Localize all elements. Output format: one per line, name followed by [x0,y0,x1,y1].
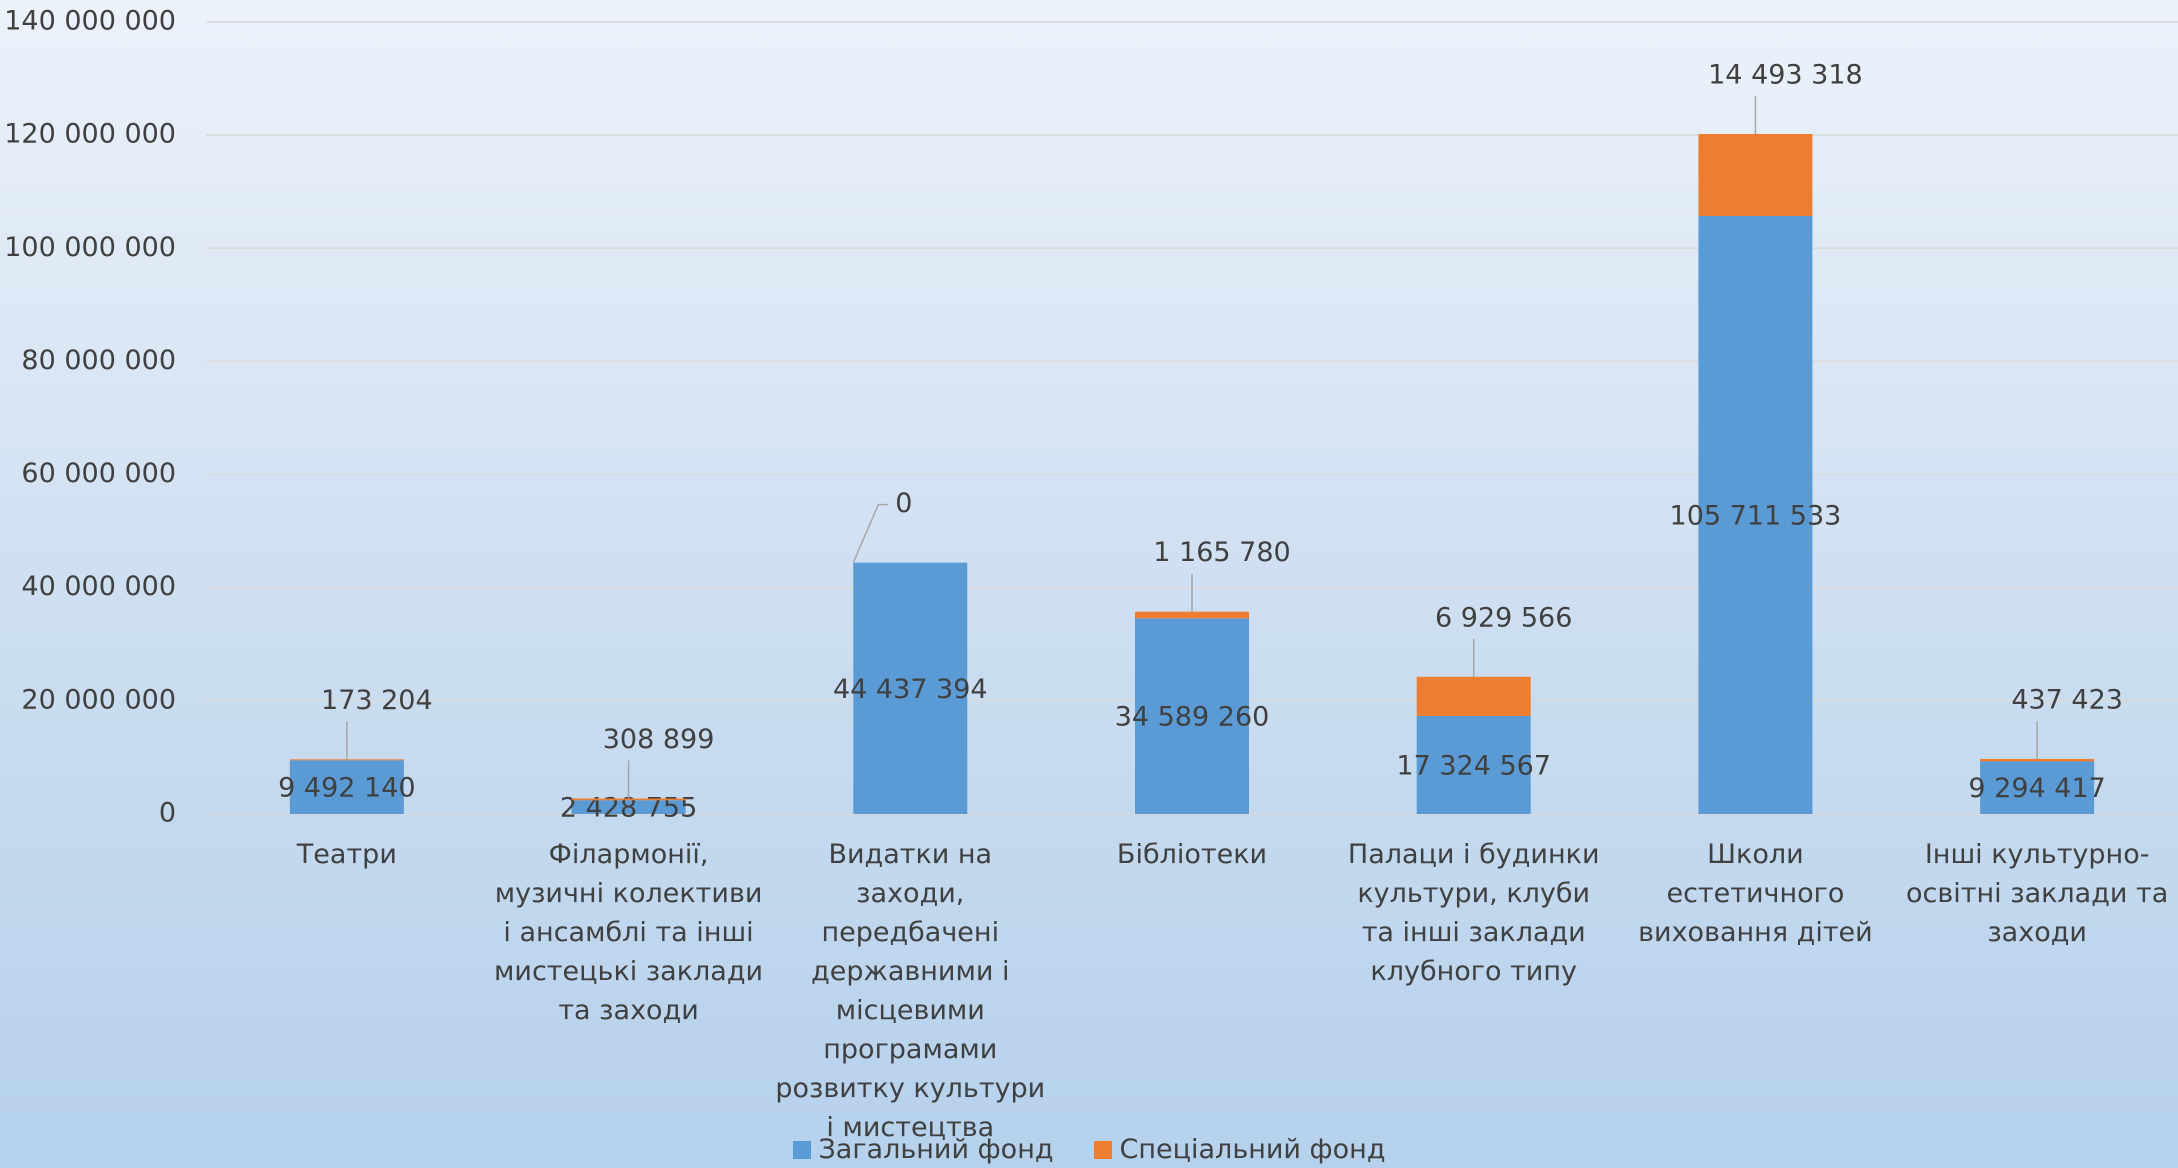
bar-segment [1980,761,2095,814]
data-label: 34 589 260 [1115,702,1270,733]
x-tick-label: Інші культурно-освітні заклади та заходи [1905,839,2169,948]
x-tick-label: Палаци і будинки культури, клуби та інші… [1347,839,1600,987]
data-label: 0 [895,488,912,519]
y-tick-label: 60 000 000 [21,458,176,489]
bar-segment [571,798,686,801]
x-tick-label: Театри [296,839,397,870]
legend-item: Спеціальний фонд [1093,1134,1386,1165]
x-tick-label: Бібліотеки [1116,839,1268,870]
y-tick-label: 40 000 000 [21,571,176,602]
y-tick-label: 80 000 000 [21,345,176,376]
y-tick-label: 20 000 000 [21,684,176,715]
bar-segment [1135,618,1249,814]
legend: Загальний фонд Спеціальний фонд [0,1134,2178,1165]
data-label: 17 324 567 [1396,750,1551,781]
data-label: 6 929 566 [1435,602,1572,633]
bar-segment [1980,758,2095,762]
data-label: 105 711 533 [1670,500,1842,531]
legend-label: Спеціальний фонд [1119,1134,1386,1165]
bar-segment [1135,611,1249,619]
legend-item: Загальний фонд [792,1134,1054,1165]
x-tick-label: Видатки на заходи, передбачені державним… [775,839,1046,1143]
x-tick-label: Школи естетичного виховання дітей [1638,839,1873,948]
data-label: 437 423 [2011,684,2123,715]
data-label: 173 204 [321,685,433,716]
bar-segment [571,800,686,814]
y-tick-label: 100 000 000 [4,232,176,263]
data-label: 44 437 394 [833,674,988,705]
y-tick-label: 0 [159,798,176,829]
legend-swatch [1093,1140,1112,1159]
bar-segment [1416,676,1531,716]
legend-label: Загальний фонд [818,1134,1054,1165]
data-label: 308 899 [603,724,715,755]
data-label: 14 493 318 [1708,59,1863,90]
data-label: 9 294 417 [1968,773,2105,804]
data-label: 9 492 140 [278,773,415,804]
x-tick-label: Філармонії, музичні колективи і ансамблі… [494,839,764,1026]
data-label: 1 165 780 [1153,537,1290,568]
bar-segment [1698,215,1813,815]
bar-segment [289,760,404,814]
legend-swatch [792,1140,811,1159]
leader-line [852,503,889,563]
y-tick-label: 120 000 000 [4,119,176,150]
bar-segment [1416,715,1531,814]
y-tick-label: 140 000 000 [4,6,176,37]
bar-segment [289,759,404,761]
bar-segment [1698,133,1813,216]
bar-segment [853,562,968,814]
